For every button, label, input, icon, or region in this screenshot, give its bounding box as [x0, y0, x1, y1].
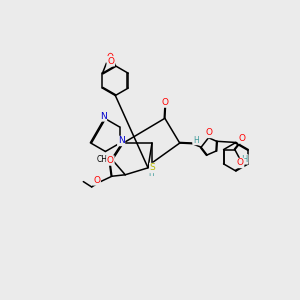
- Text: H: H: [242, 155, 248, 164]
- Text: O: O: [239, 134, 246, 143]
- Text: S: S: [150, 164, 155, 172]
- Text: H: H: [149, 169, 155, 178]
- Text: O: O: [107, 156, 114, 165]
- Text: O: O: [106, 53, 113, 62]
- Text: H: H: [193, 136, 199, 145]
- Text: O: O: [205, 128, 212, 137]
- Text: N: N: [100, 112, 106, 121]
- Text: O: O: [237, 158, 244, 167]
- Text: N: N: [118, 136, 124, 146]
- Text: O: O: [107, 57, 114, 66]
- Text: O: O: [93, 176, 100, 185]
- Text: CH₃: CH₃: [96, 155, 110, 164]
- Text: O: O: [162, 98, 169, 107]
